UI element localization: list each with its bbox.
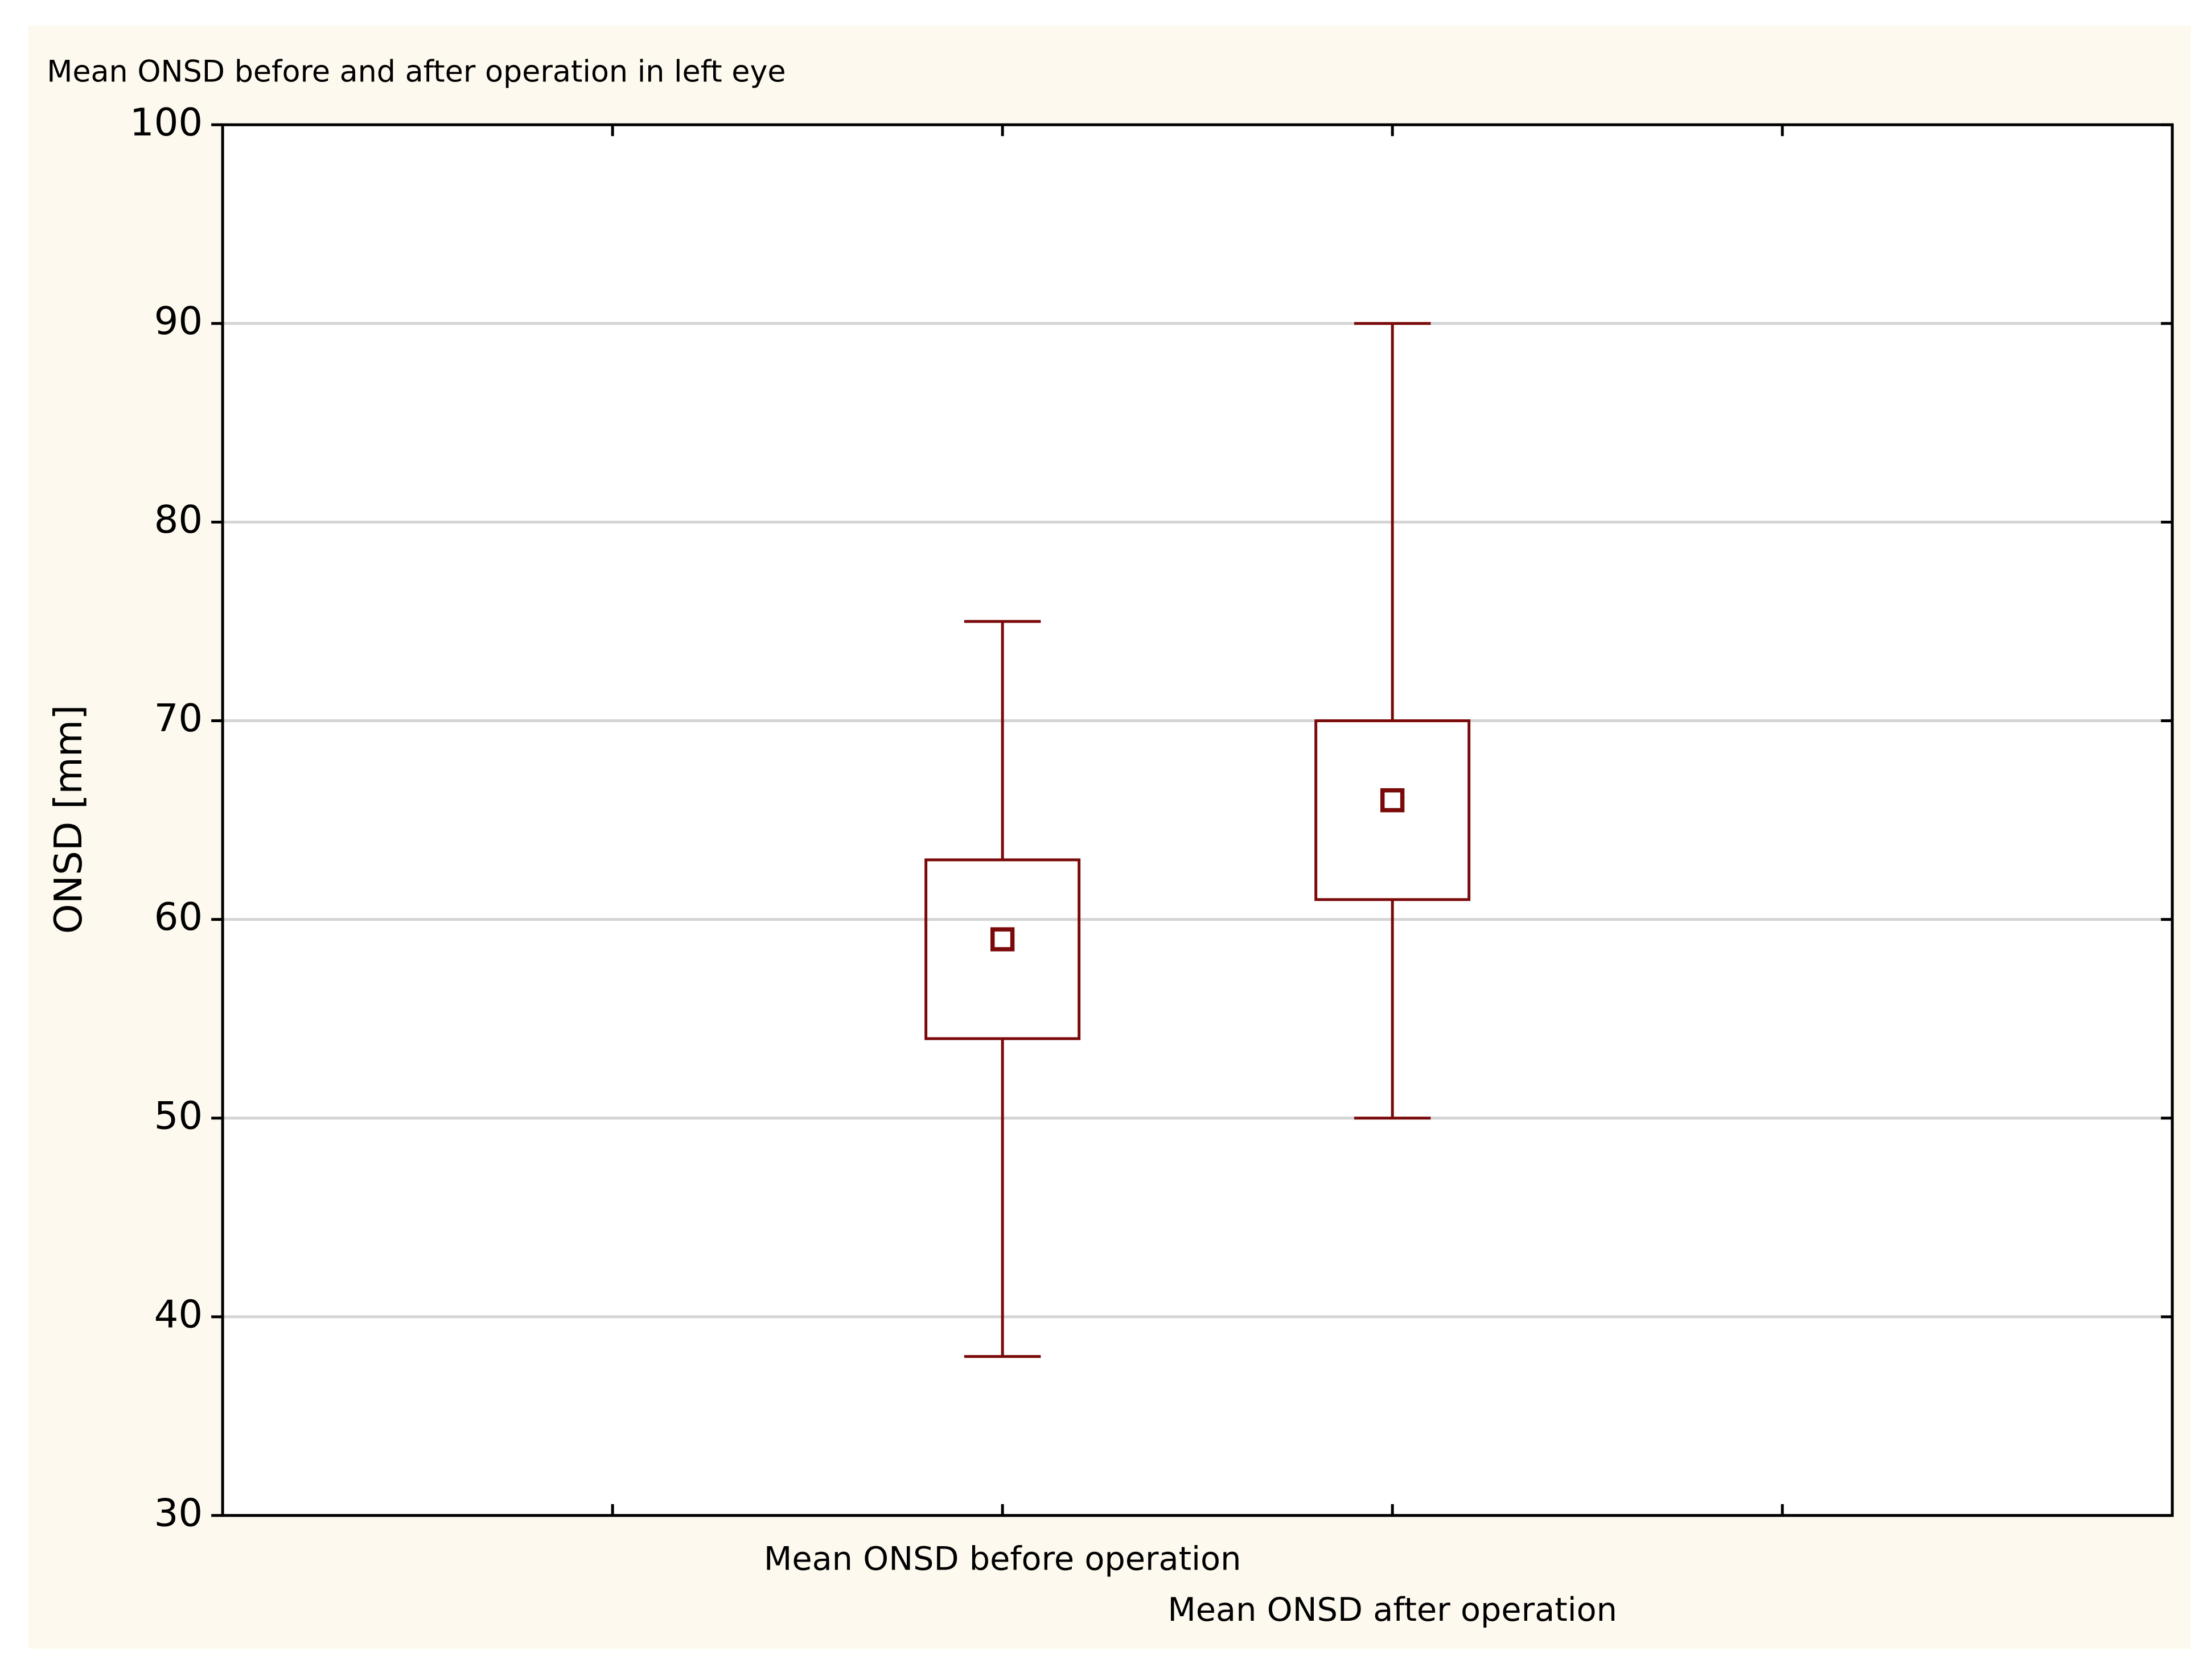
- y-tick-label: 90: [154, 299, 203, 343]
- y-tick-label: 70: [154, 696, 203, 740]
- x-tick-marks: [611, 125, 1784, 1515]
- box: [924, 858, 1081, 1040]
- center-marker: [1380, 788, 1405, 813]
- y-tick-label: 100: [130, 100, 203, 145]
- y-axis-label: ONSD [mm]: [46, 705, 91, 934]
- y-tick-label: 60: [154, 895, 203, 939]
- x-tick-label: Mean ONSD before operation: [764, 1539, 1241, 1578]
- box: [1314, 719, 1471, 901]
- plot-area: [223, 125, 2173, 1515]
- y-tick-label: 80: [154, 497, 203, 542]
- marks: [924, 322, 1471, 1358]
- center-marker: [990, 927, 1015, 952]
- y-tick-label: 40: [154, 1292, 203, 1336]
- plot-frame: [221, 123, 2174, 1517]
- grid: [223, 322, 2173, 1319]
- x-tick-label: Mean ONSD after operation: [1167, 1591, 1617, 1629]
- chart-title: Mean ONSD before and after operation in …: [47, 55, 786, 89]
- y-tick-label: 50: [154, 1093, 203, 1138]
- y-tick-label: 30: [154, 1490, 203, 1535]
